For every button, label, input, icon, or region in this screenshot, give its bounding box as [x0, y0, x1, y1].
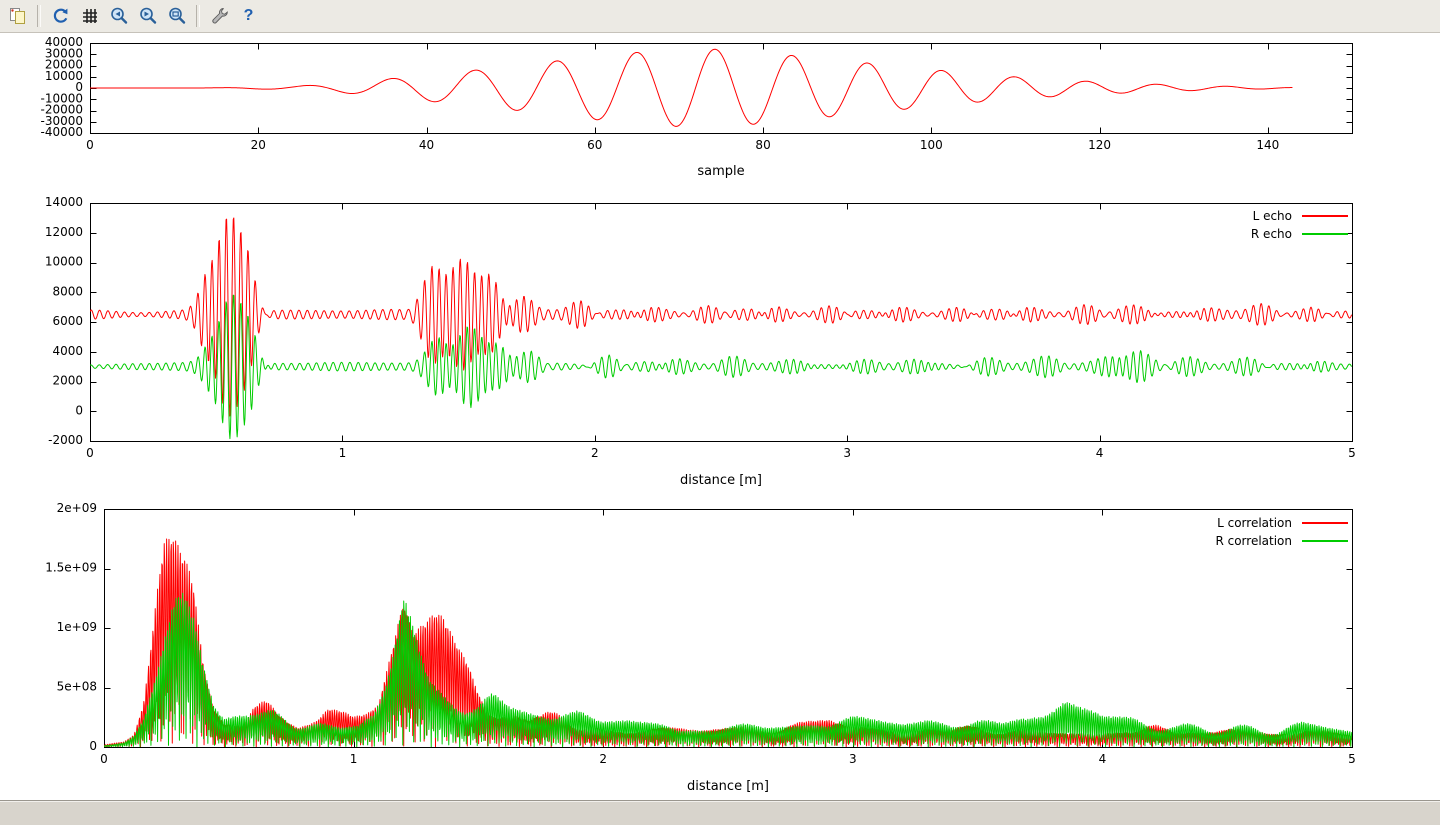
toolbar-separator — [196, 5, 200, 27]
legend-line-l-echo — [1302, 214, 1348, 217]
xlabel-distance-correlation: distance [m] — [686, 779, 770, 794]
copy-to-clipboard-button[interactable] — [4, 3, 31, 29]
replot-button[interactable] — [47, 3, 74, 29]
toolbar: ? — [0, 0, 1440, 33]
correlation-legend: L correlation R correlation — [1215, 515, 1348, 548]
toggle-grid-button[interactable] — [76, 3, 103, 29]
chart-correlation: L correlation R correlation distance [m] — [0, 477, 1440, 800]
help-button[interactable]: ? — [235, 3, 262, 29]
legend-row-r-echo: R echo — [1250, 226, 1348, 241]
zoom-previous-icon — [110, 7, 127, 24]
legend-row-r-correlation: R correlation — [1215, 533, 1348, 548]
legend-line-r-correlation — [1302, 539, 1348, 542]
legend-line-l-correlation — [1302, 521, 1348, 524]
chart-signal: sample — [0, 33, 1440, 193]
legend-row-l-correlation: L correlation — [1215, 515, 1348, 530]
legend-label-r-echo: R echo — [1250, 226, 1292, 241]
grid-icon — [82, 9, 97, 23]
statusbar — [0, 800, 1440, 825]
legend-label-l-echo: L echo — [1252, 208, 1292, 223]
legend-row-l-echo: L echo — [1251, 208, 1348, 223]
xlabel-sample: sample — [697, 164, 745, 179]
refresh-icon — [53, 8, 67, 23]
copy-icon — [9, 8, 25, 24]
chart-echo: L echo R echo distance [m] — [0, 181, 1440, 511]
plot-surface: sample L echo R echo distance [m] L corr… — [0, 33, 1440, 800]
echo-legend: L echo R echo — [1250, 208, 1348, 241]
correlation-plot-canvas[interactable] — [0, 477, 1440, 800]
legend-label-l-correlation: L correlation — [1217, 515, 1292, 530]
autoscale-button[interactable] — [163, 3, 190, 29]
autoscale-icon — [168, 7, 185, 24]
zoom-next-button[interactable] — [134, 3, 161, 29]
toolbar-separator — [37, 5, 41, 27]
legend-label-r-correlation: R correlation — [1215, 533, 1292, 548]
signal-plot-canvas[interactable] — [0, 33, 1440, 193]
zoom-next-icon — [139, 7, 156, 24]
echo-plot-canvas[interactable] — [0, 181, 1440, 511]
zoom-previous-button[interactable] — [105, 3, 132, 29]
legend-line-r-echo — [1302, 232, 1348, 235]
wrench-icon — [211, 8, 228, 24]
configure-button[interactable] — [206, 3, 233, 29]
help-icon: ? — [243, 7, 254, 24]
